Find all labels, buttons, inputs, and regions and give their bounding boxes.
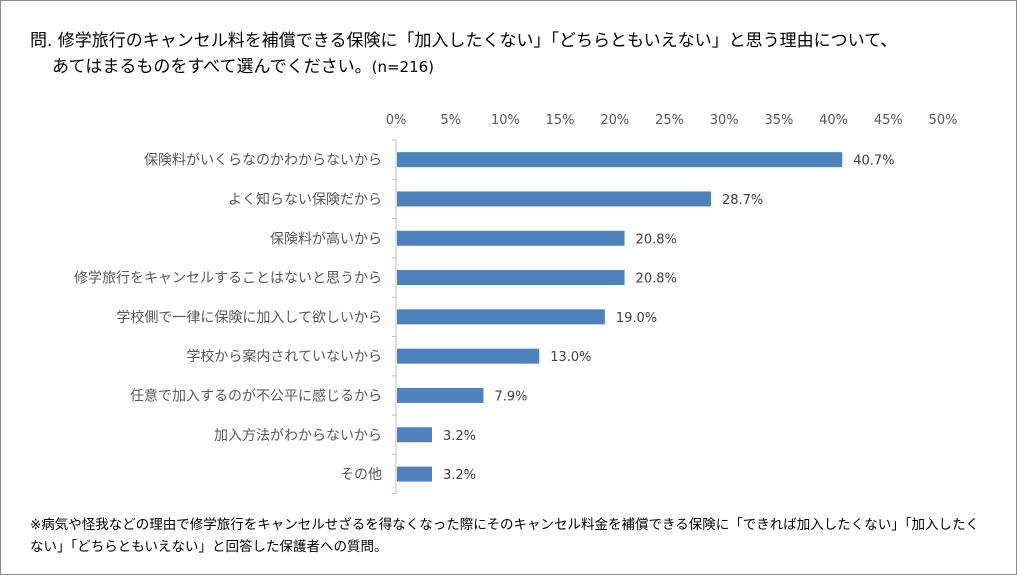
category-label: よく知らない保険だから — [228, 191, 382, 208]
category-label: 学校から案内されていないから — [186, 348, 382, 365]
data-label: 3.2% — [443, 468, 476, 483]
bar — [397, 191, 711, 207]
bar — [397, 348, 540, 364]
category-label: 学校側で一律に保険に加入して欲しいから — [116, 309, 382, 326]
x-tick-label: 10% — [491, 113, 520, 128]
bar — [397, 230, 625, 246]
bar — [397, 387, 484, 403]
category-label: 保険料が高いから — [270, 230, 382, 247]
x-tick-label: 35% — [764, 113, 793, 128]
x-tick-label: 40% — [819, 113, 848, 128]
data-label: 28.7% — [722, 193, 763, 208]
bar — [397, 152, 843, 168]
footnote: ※病気や怪我などの理由で修学旅行をキャンセルせざるを得なくなった際にそのキャンセ… — [30, 517, 980, 555]
data-label: 3.2% — [443, 429, 476, 444]
category-label: 任意で加入するのが不公平に感じるから — [130, 387, 382, 404]
bar — [397, 309, 605, 325]
x-tick-label: 25% — [655, 113, 684, 128]
data-label: 20.8% — [636, 272, 677, 287]
chart-title: 問. 修学旅行のキャンセル料を補償できる保険に「加入したくない」「どちらともいえ… — [30, 28, 897, 80]
x-tick-label: 45% — [874, 113, 903, 128]
x-tick-label: 20% — [600, 113, 629, 128]
data-label: 20.8% — [636, 232, 677, 247]
data-label: 40.7% — [853, 154, 894, 169]
question-text: 問. 修学旅行のキャンセル料を補償できる保険に「加入したくない」「どちらともいえ… — [30, 31, 898, 51]
bar — [397, 270, 625, 286]
data-label: 19.0% — [616, 311, 657, 326]
x-tick-label: 30% — [710, 113, 739, 128]
category-label: その他 — [340, 467, 382, 483]
x-tick-label: 50% — [929, 113, 958, 128]
question-text-cont: あてはまるものをすべて選んでください。(n=216) — [52, 57, 435, 77]
x-tick-label: 0% — [386, 113, 407, 128]
sample-size: (n=216) — [371, 58, 435, 76]
bar — [397, 427, 433, 443]
category-label: 修学旅行をキャンセルすることはないと思うから — [74, 271, 382, 287]
bar — [397, 466, 433, 482]
x-tick-label: 5% — [440, 113, 461, 128]
data-label: 7.9% — [494, 389, 527, 404]
data-label: 13.0% — [550, 350, 591, 365]
x-tick-label: 15% — [546, 113, 575, 128]
category-label: 加入方法がわからないから — [214, 428, 382, 444]
category-label: 保険料がいくらなのかわからないから — [144, 153, 382, 169]
